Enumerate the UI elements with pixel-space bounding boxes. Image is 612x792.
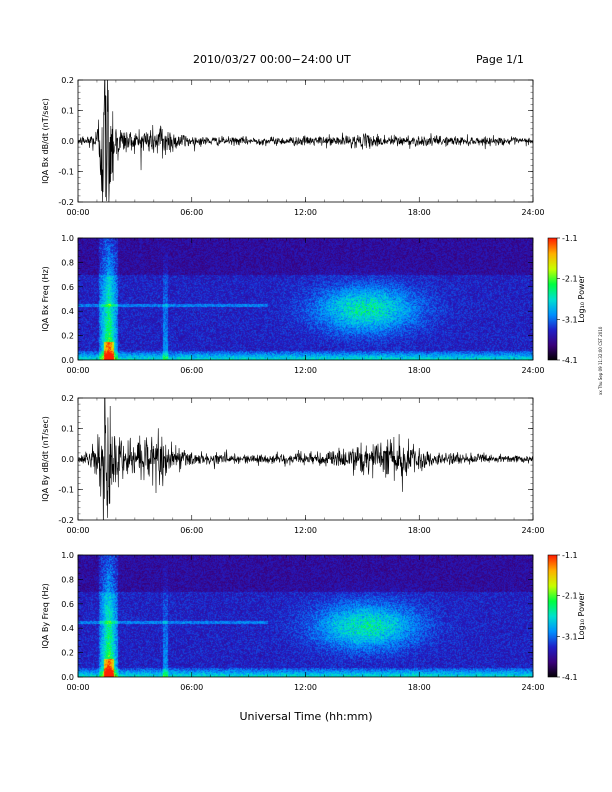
y-tick-label: 0.0 bbox=[61, 356, 74, 365]
y-tick-label: 0.0 bbox=[61, 673, 74, 682]
y-tick-label: 1.0 bbox=[61, 234, 74, 243]
by-colorbar bbox=[548, 555, 557, 677]
colorbar-tick-label: -2.1 bbox=[562, 592, 578, 601]
page-label: Page 1/1 bbox=[476, 53, 524, 66]
colorbar-tick-label: -3.1 bbox=[562, 632, 578, 641]
y-axis-label: IQA Bx dB/dt (nT/sec) bbox=[41, 98, 50, 184]
x-tick-label: 12:00 bbox=[294, 366, 317, 375]
x-tick-label: 00:00 bbox=[66, 366, 89, 375]
panel-frame bbox=[77, 554, 534, 678]
y-tick-label: 0.2 bbox=[61, 394, 74, 403]
y-tick-label: 0.2 bbox=[61, 649, 74, 658]
x-tick-label: 06:00 bbox=[180, 683, 203, 692]
x-tick-label: 18:00 bbox=[408, 683, 431, 692]
x-tick-label: 18:00 bbox=[408, 208, 431, 217]
y-tick-label: 0.1 bbox=[61, 425, 74, 434]
x-tick-label: 12:00 bbox=[294, 526, 317, 535]
y-tick-label: 0.1 bbox=[61, 107, 74, 116]
colorbar-tick-label: -1.1 bbox=[562, 551, 578, 560]
y-tick-label: 0.0 bbox=[61, 137, 74, 146]
y-tick-label: -0.1 bbox=[58, 486, 74, 495]
x-tick-label: 06:00 bbox=[180, 366, 203, 375]
y-tick-label: -0.2 bbox=[58, 516, 74, 525]
y-tick-label: 1.0 bbox=[61, 551, 74, 560]
y-tick-label: 0.6 bbox=[61, 283, 74, 292]
x-tick-label: 12:00 bbox=[294, 208, 317, 217]
y-tick-label: 0.0 bbox=[61, 455, 74, 464]
by-spectrogram bbox=[78, 555, 533, 677]
y-tick-label: 0.8 bbox=[61, 258, 74, 267]
x-tick-label: 12:00 bbox=[294, 683, 317, 692]
x-tick-label: 24:00 bbox=[521, 366, 544, 375]
panel-frame bbox=[77, 237, 534, 361]
x-tick-label: 24:00 bbox=[521, 526, 544, 535]
series-trace bbox=[78, 398, 533, 520]
colorbar-tick-label: -1.1 bbox=[562, 234, 578, 243]
series-trace bbox=[78, 80, 533, 202]
colorbar-tick-label: -4.1 bbox=[562, 673, 578, 682]
x-tick-label: 00:00 bbox=[66, 208, 89, 217]
bx-colorbar bbox=[548, 238, 557, 360]
y-tick-label: 0.2 bbox=[61, 332, 74, 341]
y-tick-label: 0.2 bbox=[61, 76, 74, 85]
colorbar-frame bbox=[547, 237, 558, 361]
colorbar-tick-label: -3.1 bbox=[562, 315, 578, 324]
x-tick-label: 06:00 bbox=[180, 208, 203, 217]
chart-title: 2010/03/27 00:00−24:00 UT bbox=[193, 53, 351, 66]
x-tick-label: 18:00 bbox=[408, 366, 431, 375]
y-tick-label: 0.6 bbox=[61, 600, 74, 609]
x-tick-label: 24:00 bbox=[521, 208, 544, 217]
x-tick-label: 00:00 bbox=[66, 526, 89, 535]
y-tick-label: -0.1 bbox=[58, 168, 74, 177]
x-tick-label: 06:00 bbox=[180, 526, 203, 535]
colorbar-tick-label: -4.1 bbox=[562, 356, 578, 365]
y-tick-label: 0.4 bbox=[61, 624, 74, 633]
y-axis-label: IQA Bx Freq (Hz) bbox=[41, 266, 50, 332]
colorbar-frame bbox=[547, 554, 558, 678]
y-tick-label: 0.8 bbox=[61, 575, 74, 584]
x-axis-label: Universal Time (hh:mm) bbox=[239, 710, 373, 723]
y-axis-label: IQA By dB/dt (nT/sec) bbox=[41, 416, 50, 502]
y-axis-label: IQA By Freq (Hz) bbox=[41, 583, 50, 649]
y-tick-label: -0.2 bbox=[58, 198, 74, 207]
colorbar-tick-label: -2.1 bbox=[562, 275, 578, 284]
bx-spectrogram bbox=[78, 238, 533, 360]
y-tick-label: 0.4 bbox=[61, 307, 74, 316]
x-tick-label: 00:00 bbox=[66, 683, 89, 692]
x-tick-label: 18:00 bbox=[408, 526, 431, 535]
colorbar-label: Log₁₀ Power bbox=[577, 592, 586, 640]
x-tick-label: 24:00 bbox=[521, 683, 544, 692]
colorbar-label: Log₁₀ Power bbox=[577, 275, 586, 323]
generation-timestamp: xx Thu Sep 09 11:32:00 CST 2010 bbox=[598, 326, 603, 395]
